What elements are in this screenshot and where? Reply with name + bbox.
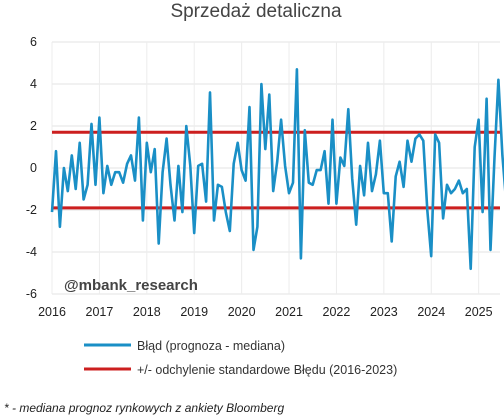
y-tick-label: -6 (26, 287, 37, 301)
x-tick-label: 2022 (323, 305, 351, 319)
y-tick-label: -2 (26, 203, 37, 217)
x-tick-label: 2021 (275, 305, 303, 319)
y-tick-labels: 6 4 2 0 -2 -4 -6 (26, 35, 37, 301)
y-tick-label: 2 (30, 119, 37, 133)
footnote: * - mediana prognoz rynkowych z ankiety … (4, 401, 284, 415)
legend-label-error: Błąd (prognoza - mediana) (137, 339, 285, 353)
series-lines (50, 68, 504, 271)
x-tick-label: 2023 (370, 305, 398, 319)
x-tick-label: 2025 (465, 305, 493, 319)
x-tick-label: 2020 (228, 305, 256, 319)
x-tick-label: 2017 (86, 305, 114, 319)
y-tick-label: 0 (30, 161, 37, 175)
series-line-error (50, 68, 504, 271)
legend: Błąd (prognoza - mediana) +/- odchylenie… (84, 339, 397, 377)
x-tick-label: 2018 (133, 305, 161, 319)
x-tick-label: 2024 (417, 305, 445, 319)
chart-title: Sprzedaż detaliczna (170, 1, 342, 22)
grid-lines (51, 41, 500, 295)
watermark: @mbank_research (64, 277, 198, 294)
y-tick-label: 6 (30, 35, 37, 49)
x-tick-label: 2016 (38, 305, 66, 319)
x-tick-label: 2019 (180, 305, 208, 319)
y-tick-label: 4 (30, 77, 37, 91)
legend-label-stddev: +/- odchylenie standardowe Błędu (2016-2… (137, 363, 397, 377)
reference-lines (52, 130, 500, 210)
x-tick-labels: 2016 2017 2018 2019 2020 2021 2022 2023 2024 2025 (38, 305, 493, 319)
y-tick-label: -4 (26, 245, 37, 259)
